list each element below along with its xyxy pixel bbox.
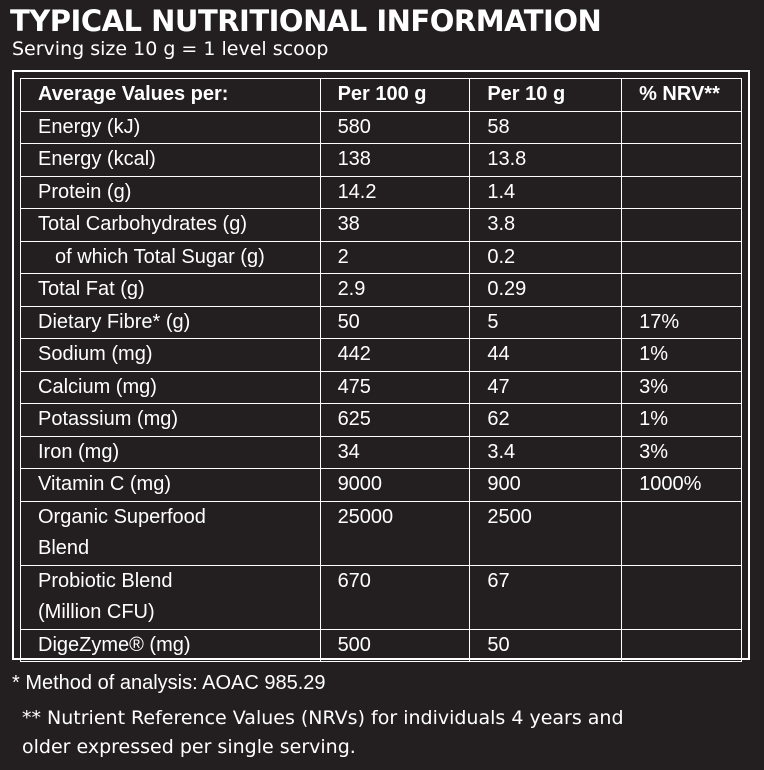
- table-cell: DigeZyme® (mg): [20, 628, 321, 662]
- table-cell: 442: [319, 338, 471, 372]
- table-cell: 58: [469, 110, 623, 144]
- table-cell: 38: [319, 208, 471, 242]
- table-cell: [621, 175, 742, 209]
- table-row: Total Fat (g) 2.9 0.29: [20, 273, 742, 307]
- table-cell: Dietary Fibre* (g): [20, 305, 321, 339]
- table-cell: Total Carbohydrates (g): [20, 208, 321, 242]
- table-cell: Protein (g): [20, 175, 321, 209]
- table-row: Vitamin C (mg) 9000 900 1000%: [20, 468, 742, 502]
- table-cell: [621, 500, 742, 566]
- table-cell: 2.9: [319, 273, 471, 307]
- table-row: DigeZyme® (mg) 500 50: [20, 628, 742, 662]
- column-header: % NRV**: [621, 78, 742, 112]
- table-row: Sodium (mg) 442 44 1%: [20, 338, 742, 372]
- table-cell: Potassium (mg): [20, 403, 321, 437]
- table-cell: 5: [469, 305, 623, 339]
- table-cell: 44: [469, 338, 623, 372]
- table-cell: [621, 110, 742, 144]
- table-cell: 1000%: [621, 468, 742, 502]
- table-cell: 47: [469, 370, 623, 404]
- table-cell: 34: [319, 435, 471, 469]
- table-cell: 50: [469, 628, 623, 662]
- table-cell: Iron (mg): [20, 435, 321, 469]
- footnote: ** Nutrient Reference Values (NRVs) for …: [22, 707, 624, 758]
- header-row: Average Values per: Per 100 g Per 10 g% NR…: [20, 78, 742, 112]
- title: TYPICAL NUTRITIONAL INFORMATION: [10, 4, 602, 38]
- table-row: Iron (mg) 34 3.4 3%: [20, 435, 742, 469]
- table-cell: 9000: [319, 468, 471, 502]
- table-cell: 2: [319, 240, 471, 274]
- table-cell: [621, 143, 742, 177]
- table-cell: Energy (kcal): [20, 143, 321, 177]
- table-cell: 625: [319, 403, 471, 437]
- table-cell: Probiotic Blend (Million CFU): [20, 564, 321, 630]
- table-cell: 67: [469, 564, 623, 630]
- table-cell: 475: [319, 370, 471, 404]
- nutrition-table: Average Values per: Per 100 g Per 10 g% NR…: [20, 78, 742, 662]
- table-cell: [621, 273, 742, 307]
- table-cell: Organic Superfood Blend: [20, 500, 321, 566]
- table-row: Protein (g) 14.2 1.4: [20, 175, 742, 209]
- table-cell: 17%: [621, 305, 742, 339]
- column-header: Average Values per:: [20, 78, 321, 112]
- table-cell: 1%: [621, 338, 742, 372]
- table-cell: Vitamin C (mg): [20, 468, 321, 502]
- table-row: Energy (kJ) 580 58: [20, 110, 742, 144]
- table-cell: 0.29: [469, 273, 623, 307]
- table-cell: [621, 208, 742, 242]
- table-cell: [621, 240, 742, 274]
- table-cell: of which Total Sugar (g): [20, 240, 321, 274]
- table-cell: 3%: [621, 370, 742, 404]
- table-row: of which Total Sugar (g) 2 0.2: [20, 240, 742, 274]
- table-cell: 1%: [621, 403, 742, 437]
- table-cell: 500: [319, 628, 471, 662]
- table-cell: Calcium (mg): [20, 370, 321, 404]
- table-cell: [621, 564, 742, 630]
- table-frame: Average Values per: Per 100 g Per 10 g% NR…: [12, 70, 750, 662]
- subtitle: Serving size 10 g = 1 level scoop: [12, 38, 329, 60]
- table-cell: 900: [469, 468, 623, 502]
- table-cell: Sodium (mg): [20, 338, 321, 372]
- table-row: Calcium (mg) 475 47 3%: [20, 370, 742, 404]
- table-cell: 50: [319, 305, 471, 339]
- table-cell: 13.8: [469, 143, 623, 177]
- table-row: Organic Superfood Blend 25000 2500: [20, 500, 742, 566]
- table-cell: 0.2: [469, 240, 623, 274]
- footnote: * Method of analysis: AOAC 985.29: [12, 672, 326, 694]
- table-cell: Energy (kJ): [20, 110, 321, 144]
- table-cell: 14.2: [319, 175, 471, 209]
- table-row: Potassium (mg) 625 62 1%: [20, 403, 742, 437]
- table-row: Probiotic Blend (Million CFU) 670 67: [20, 564, 742, 630]
- table-row: Total Carbohydrates (g) 38 3.8: [20, 208, 742, 242]
- table-row: Energy (kcal) 138 13.8: [20, 143, 742, 177]
- table-cell: Total Fat (g): [20, 273, 321, 307]
- table-cell: 3%: [621, 435, 742, 469]
- column-header: Per 100 g: [319, 78, 471, 112]
- column-header: Per 10 g: [469, 78, 623, 112]
- table-cell: 25000: [319, 500, 471, 566]
- table-cell: 3.8: [469, 208, 623, 242]
- table-row: Dietary Fibre* (g) 50 5 17%: [20, 305, 742, 339]
- table-cell: [621, 628, 742, 662]
- table-cell: 580: [319, 110, 471, 144]
- table-cell: 138: [319, 143, 471, 177]
- table-cell: 670: [319, 564, 471, 630]
- table-cell: 2500: [469, 500, 623, 566]
- table-cell: 62: [469, 403, 623, 437]
- table-cell: 3.4: [469, 435, 623, 469]
- table-cell: 1.4: [469, 175, 623, 209]
